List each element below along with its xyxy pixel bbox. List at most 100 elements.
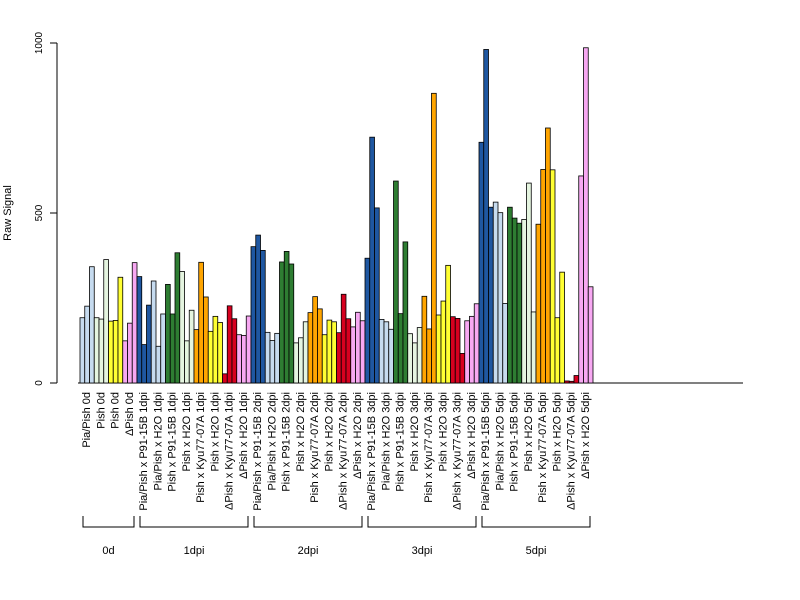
bar: [497, 212, 504, 384]
category-label: Pish x H2O 2dpi: [295, 392, 307, 471]
bar: [469, 315, 475, 384]
category-label: Pia/Pish x H2O 5dpi: [494, 392, 506, 490]
category-label: ΔPish x H2O 3dpi: [466, 392, 478, 479]
bar: [388, 328, 394, 384]
bar: [355, 311, 361, 384]
bar: [146, 304, 152, 384]
category-label: ΔPish 0d: [124, 392, 136, 436]
category-label: ΔPish x Kyu77-07A 2dpi: [338, 392, 350, 510]
bar: [345, 318, 352, 384]
bar: [407, 333, 413, 384]
bar: [274, 332, 280, 384]
bar: [217, 322, 223, 384]
bar: [188, 309, 195, 384]
group-label: 1dpi: [184, 545, 205, 557]
bar: [374, 207, 380, 384]
category-label: Pish x H2O 1dpi: [209, 392, 221, 471]
bar: [127, 322, 133, 384]
category-label: Pish x Kyu77-07A 5dpi: [537, 392, 549, 503]
bar: [203, 296, 209, 384]
bar: [269, 340, 276, 384]
bar: [283, 251, 290, 384]
category-label: Pish 0d: [95, 392, 107, 429]
bar: [350, 326, 356, 384]
bar: [559, 271, 565, 384]
bar: [426, 328, 432, 384]
bar: [488, 206, 494, 384]
bar: [226, 305, 233, 384]
bar: [160, 313, 166, 384]
bar: [288, 263, 295, 384]
category-label: ΔPish x Kyu77-07A 1dpi: [224, 392, 236, 510]
bar: [478, 141, 485, 384]
bar: [174, 252, 181, 384]
bar: [540, 169, 546, 384]
bar: [241, 334, 247, 384]
bar: [435, 314, 442, 384]
bar: [340, 293, 347, 384]
category-label: Pia/Pish x H2O 2dpi: [266, 392, 278, 490]
group-label: 3dpi: [412, 545, 433, 557]
bar: [89, 266, 95, 384]
bar: [79, 317, 86, 384]
bar: [507, 206, 513, 384]
bar: [545, 127, 551, 384]
bar: [165, 283, 171, 384]
category-label: Pish x H2O 1dpi: [181, 392, 193, 471]
bar: [450, 316, 456, 384]
bar: [150, 280, 157, 384]
bar: [378, 319, 385, 384]
bar: [250, 246, 257, 384]
bar: [169, 313, 176, 384]
bar: [336, 332, 342, 384]
bar: [179, 271, 185, 384]
bar: [554, 317, 561, 384]
bar: [245, 315, 252, 384]
bar: [492, 201, 499, 384]
category-label: ΔPish x Kyu77-07A 5dpi: [566, 392, 578, 510]
bar: [454, 317, 461, 384]
y-axis-title: Raw Signal: [2, 185, 14, 241]
y-tick-label: 500: [34, 204, 45, 221]
category-label: ΔPish x H2O 2dpi: [352, 392, 364, 479]
bar: [279, 261, 285, 384]
category-label: Pia/Pish x P91-15B 5dpi: [480, 392, 492, 511]
category-label: ΔPish x H2O 1dpi: [238, 392, 250, 479]
bar: [302, 321, 309, 384]
category-label: Pia/Pish x P91-15B 2dpi: [252, 392, 264, 511]
bar: [122, 340, 128, 384]
bar: [364, 257, 371, 384]
category-label: Pia/Pish x H2O 3dpi: [380, 392, 392, 490]
bar: [402, 241, 409, 384]
category-label: Pish x P91-15B 1dpi: [167, 392, 179, 492]
category-label: ΔPish x Kyu77-07A 3dpi: [452, 392, 464, 510]
bar: [212, 315, 219, 384]
category-label: Pish x P91-15B 5dpi: [509, 392, 521, 492]
group-label: 0d: [102, 545, 114, 557]
group-bracket: [82, 516, 135, 528]
bar: [193, 329, 200, 384]
bar: [359, 320, 366, 384]
bar: [530, 311, 537, 384]
bar: [112, 320, 119, 384]
group-label: 5dpi: [526, 545, 547, 557]
bar: [393, 180, 399, 384]
bar: [264, 331, 271, 384]
group-label: 2dpi: [298, 545, 319, 557]
bar: [521, 219, 527, 384]
bar: [117, 276, 124, 384]
bar: [198, 261, 204, 384]
bar: [421, 295, 428, 384]
bar: [207, 330, 214, 384]
bar: [431, 92, 437, 384]
bar: [155, 345, 162, 384]
bar: [260, 249, 266, 384]
bar: [549, 169, 556, 384]
bar: [397, 313, 404, 384]
group-bracket: [481, 516, 591, 528]
category-label: Pish x H2O 3dpi: [409, 392, 421, 471]
category-label: Pish x H2O 5dpi: [551, 392, 563, 471]
bar: [502, 303, 508, 384]
bar: [440, 300, 447, 384]
